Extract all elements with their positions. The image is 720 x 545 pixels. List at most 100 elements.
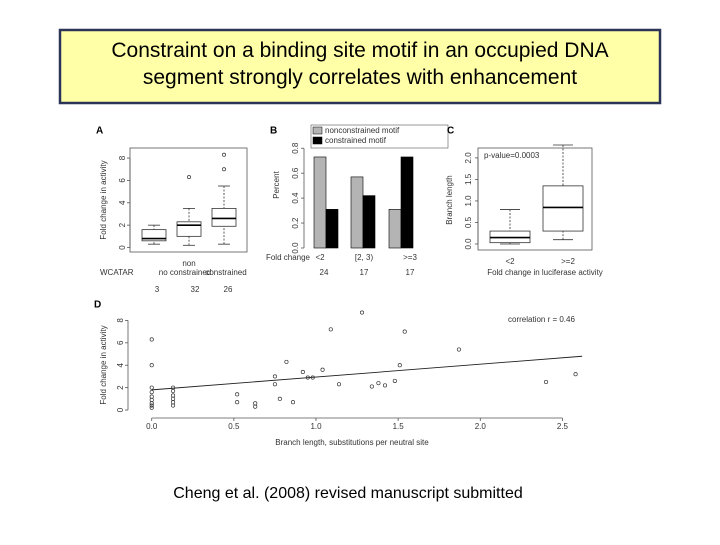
x-axis-label: Branch length, substitutions per neutral… <box>275 438 429 447</box>
point <box>359 310 365 315</box>
count-label: 24 <box>320 268 329 277</box>
y-tick-label: 0 <box>116 407 125 412</box>
count-label: 3 <box>155 285 160 294</box>
point <box>235 400 240 405</box>
point <box>171 385 176 390</box>
y-tick-label: 0.0 <box>464 238 473 250</box>
legend-swatch <box>312 136 323 145</box>
point <box>253 401 258 406</box>
point <box>149 390 154 395</box>
y-tick-label: 0.8 <box>291 142 300 154</box>
point <box>149 337 154 342</box>
point <box>149 403 154 408</box>
y-tick-label: 0 <box>118 245 127 250</box>
x-tick-label: <2 <box>315 253 325 262</box>
point <box>336 382 342 387</box>
outlier <box>222 152 226 157</box>
y-axis-label: Fold change in activity <box>99 325 108 404</box>
point <box>284 359 289 364</box>
point <box>320 367 325 372</box>
outlier <box>187 175 191 180</box>
y-tick-label: 2.0 <box>464 152 473 164</box>
point <box>272 374 277 379</box>
point <box>573 372 578 377</box>
point <box>376 381 381 386</box>
count-label: 32 <box>191 285 200 294</box>
x-tick-label: >=2 <box>561 257 575 266</box>
y-tick-label: 0.6 <box>291 167 300 179</box>
bar <box>400 156 414 249</box>
y-tick-label: 2 <box>116 385 125 390</box>
bar <box>313 156 327 249</box>
y-tick-label: 2 <box>118 222 127 227</box>
outlier <box>222 167 226 172</box>
panel-letter: D <box>94 300 101 311</box>
y-tick-label: 6 <box>116 340 125 345</box>
count-label: 17 <box>406 268 415 277</box>
trend-line <box>151 355 583 391</box>
y-tick-label: 0.2 <box>291 217 300 229</box>
point <box>456 347 461 352</box>
x-tick-label: no constrained <box>159 268 211 277</box>
point <box>397 363 402 368</box>
point <box>328 327 333 332</box>
y-tick-label: 8 <box>118 155 127 160</box>
x-axis-label: Fold change in luciferase activity <box>487 268 603 277</box>
count-label: 26 <box>224 285 233 294</box>
point <box>149 363 154 368</box>
y-tick-label: 1.0 <box>464 195 473 207</box>
point <box>382 383 388 388</box>
point <box>171 393 176 398</box>
x-tick-label: 1.0 <box>310 422 322 431</box>
group-label: WCATAR <box>100 268 134 277</box>
legend-frame <box>310 124 449 149</box>
x-tick-label: 2.0 <box>475 422 487 431</box>
y-axis-label: Branch length <box>445 175 454 224</box>
point <box>369 384 374 389</box>
x-axis-label: Fold change <box>266 253 311 262</box>
y-tick-label: 0.0 <box>291 242 300 254</box>
point <box>277 396 282 401</box>
x-tick-label: >=3 <box>403 253 417 262</box>
point <box>171 400 176 405</box>
point <box>171 403 176 408</box>
x-tick-label: constrained <box>205 268 246 277</box>
y-axis-label: Fold change in activity <box>99 160 108 239</box>
point <box>253 404 258 409</box>
point <box>171 396 176 401</box>
y-tick-label: 8 <box>116 318 125 323</box>
x-tick-label: 2.5 <box>557 422 569 431</box>
bar <box>325 209 339 249</box>
panel-letter: C <box>447 126 454 137</box>
point <box>235 392 240 397</box>
legend-label: nonconstrained motif <box>325 126 400 135</box>
point <box>149 397 154 403</box>
box <box>141 229 167 242</box>
x-tick-label: <2 <box>505 257 515 266</box>
title-box <box>58 28 662 105</box>
point <box>543 379 549 385</box>
slide-title: Constraint on a binding site motif in an… <box>111 39 608 89</box>
legend-swatch <box>312 126 323 135</box>
annotation: p-value=0.0003 <box>484 151 540 160</box>
caption: Cheng et al. (2008) revised manuscript s… <box>173 485 523 502</box>
x-tick-label: 1.5 <box>393 422 405 431</box>
box <box>176 221 202 237</box>
legend-label: constrained motif <box>325 136 387 145</box>
point <box>300 369 305 374</box>
y-tick-label: 6 <box>118 178 127 183</box>
point <box>392 378 397 383</box>
point <box>149 401 154 406</box>
annotation: correlation r = 0.46 <box>508 315 575 324</box>
bar <box>350 176 364 249</box>
point <box>272 382 277 387</box>
point <box>305 375 310 380</box>
bar <box>388 209 402 249</box>
point <box>149 405 154 410</box>
count-label: 17 <box>360 268 369 277</box>
bar <box>362 195 376 249</box>
y-axis-label: Percent <box>272 170 281 198</box>
point <box>310 375 315 380</box>
box <box>211 207 237 227</box>
